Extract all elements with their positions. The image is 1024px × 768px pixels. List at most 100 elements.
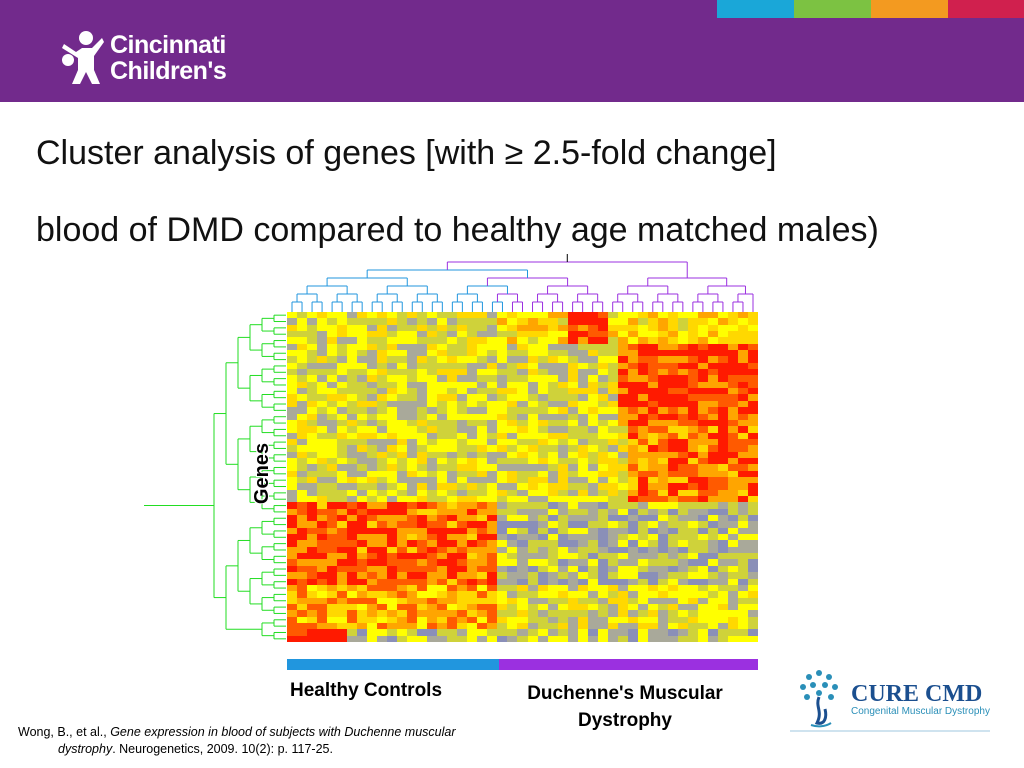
- heatmap-cell: [747, 394, 758, 401]
- heatmap-cell: [317, 375, 328, 382]
- heatmap-cell: [707, 438, 718, 446]
- child-figure-icon: [62, 31, 104, 84]
- heatmap-cell: [567, 496, 578, 503]
- heatmap-cell: [607, 483, 618, 490]
- heatmap-cell: [367, 350, 378, 357]
- heatmap-cell: [447, 553, 458, 560]
- heatmap-cell: [297, 572, 308, 579]
- heatmap-cell: [537, 527, 548, 535]
- heatmap-cell: [457, 553, 468, 560]
- heatmap-cell: [567, 356, 578, 363]
- heatmap-cell: [527, 369, 538, 376]
- heatmap-cell: [657, 369, 668, 376]
- heatmap-cell: [407, 502, 418, 509]
- heatmap-cell: [427, 565, 438, 573]
- heatmap-cell: [637, 419, 648, 427]
- heatmap-cell: [287, 356, 298, 363]
- heatmap-cell: [697, 489, 708, 497]
- heatmap-cell: [707, 540, 718, 547]
- heatmap-cell: [417, 515, 428, 522]
- heatmap-cell: [687, 381, 698, 389]
- heatmap-cell: [437, 426, 448, 433]
- heatmap-cell: [617, 413, 628, 420]
- heatmap-cell: [557, 331, 568, 338]
- color-strip-blue: [717, 0, 794, 18]
- heatmap-cell: [687, 540, 698, 547]
- heatmap-cell: [517, 400, 528, 408]
- heatmap-cell: [377, 629, 388, 636]
- heatmap-cell: [617, 470, 628, 477]
- heatmap-cell: [607, 540, 618, 547]
- heatmap-cell: [747, 603, 758, 611]
- heatmap-cell: [677, 572, 688, 579]
- heatmap-cell: [487, 419, 498, 427]
- heatmap-cell: [597, 483, 608, 490]
- heatmap-cell: [507, 426, 518, 433]
- heatmap-cell: [647, 502, 658, 509]
- heatmap-cell: [747, 337, 758, 344]
- heatmap-cell: [647, 483, 658, 490]
- heatmap-cell: [587, 515, 598, 522]
- heatmap-cell: [617, 451, 628, 458]
- heatmap-cell: [517, 591, 528, 598]
- heatmap-cell: [547, 476, 558, 484]
- heatmap-cell: [447, 324, 458, 332]
- heatmap-cell: [607, 508, 618, 516]
- heatmap-cell: [337, 578, 348, 585]
- heatmap-cell: [687, 578, 698, 585]
- heatmap-cell: [727, 407, 738, 414]
- heatmap-cell: [417, 483, 428, 490]
- heatmap-cell: [617, 527, 628, 535]
- heatmap-cell: [327, 388, 338, 395]
- heatmap-cell: [457, 445, 468, 452]
- heatmap-cell: [607, 400, 618, 408]
- heatmap-cell: [697, 457, 708, 465]
- heatmap-cell: [607, 438, 618, 446]
- heatmap-cell: [497, 407, 508, 414]
- heatmap-cell: [327, 610, 338, 617]
- heatmap-cell: [317, 496, 328, 503]
- heatmap-cell: [727, 540, 738, 547]
- heatmap-cell: [427, 546, 438, 554]
- heatmap-cell: [667, 622, 678, 630]
- heatmap-cell: [507, 432, 518, 439]
- heatmap-cell: [737, 350, 748, 357]
- heatmap-cell: [287, 502, 298, 509]
- heatmap-cell: [707, 578, 718, 585]
- heatmap-cell: [417, 565, 428, 573]
- heatmap-cell: [487, 356, 498, 363]
- heatmap-cell: [637, 318, 648, 325]
- heatmap-cell: [597, 369, 608, 376]
- heatmap-cell: [467, 565, 478, 573]
- heatmap-cell: [617, 369, 628, 376]
- heatmap-cell: [337, 483, 348, 490]
- heatmap-cell: [657, 622, 668, 630]
- heatmap-cell: [447, 635, 458, 642]
- heatmap-cell: [637, 616, 648, 623]
- heatmap-cell: [657, 407, 668, 414]
- heatmap-cell: [737, 527, 748, 535]
- heatmap-cell: [677, 369, 688, 376]
- heatmap-cell: [327, 356, 338, 363]
- heatmap-cell: [297, 432, 308, 439]
- heatmap-cell: [697, 508, 708, 516]
- heatmap-cell: [297, 546, 308, 554]
- heatmap-cell: [747, 419, 758, 427]
- heatmap-cell: [727, 565, 738, 573]
- heatmap-cell: [527, 331, 538, 338]
- heatmap-cell: [667, 451, 678, 458]
- heatmap-cell: [377, 451, 388, 458]
- heatmap-cell: [337, 426, 348, 433]
- heatmap-cell: [657, 464, 668, 471]
- heatmap-cell: [447, 362, 458, 370]
- heatmap-cell: [307, 356, 318, 363]
- heatmap-cell: [437, 445, 448, 452]
- heatmap-cell: [627, 375, 638, 382]
- heatmap-cell: [297, 369, 308, 376]
- heatmap-cell: [347, 616, 358, 623]
- heatmap-cell: [527, 457, 538, 465]
- heatmap-cell: [707, 318, 718, 325]
- heatmap-cell: [737, 502, 748, 509]
- heatmap-cell: [607, 426, 618, 433]
- heatmap-cell: [597, 603, 608, 611]
